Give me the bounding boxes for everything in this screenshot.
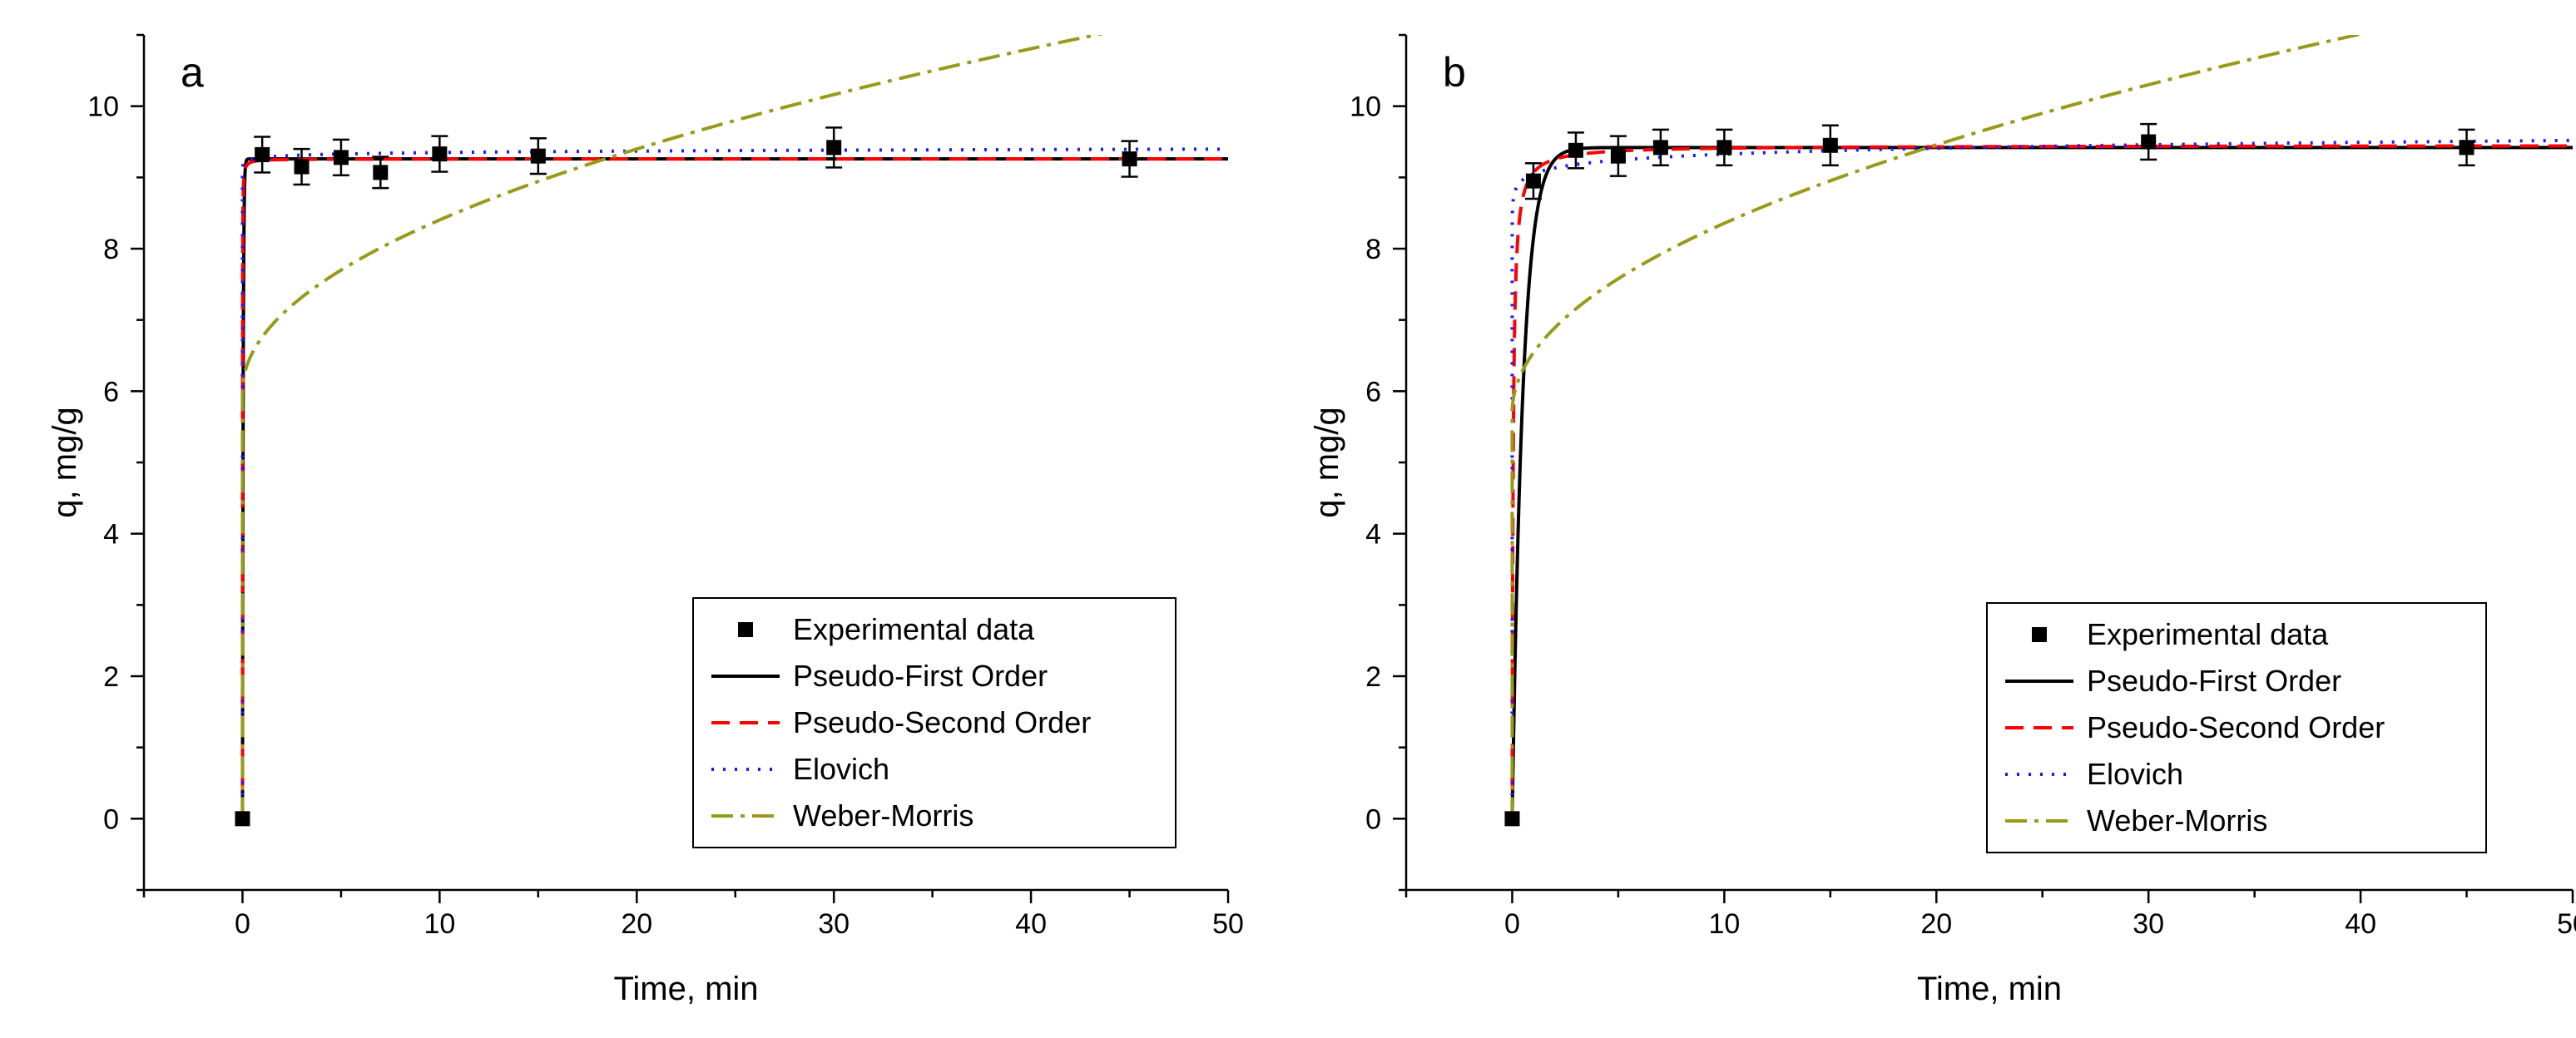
y-tick-label: 10 bbox=[1350, 91, 1381, 123]
series-line-weber-morris bbox=[240, 35, 1104, 819]
y-tick-label: 2 bbox=[103, 661, 119, 693]
legend-label: Pseudo-Second Order bbox=[793, 705, 1091, 739]
legend-label: Experimental data bbox=[793, 612, 1035, 646]
y-tick-label: 8 bbox=[103, 234, 119, 265]
data-point bbox=[1822, 137, 1838, 153]
x-axis-title: Time, min bbox=[613, 971, 758, 1007]
y-tick-label: 0 bbox=[1365, 803, 1381, 835]
chart-panel-b: 0 10 20 30 40 50 0 2 4 6 8 10 Time, min q, mg/g b Exper… bbox=[1309, 33, 2576, 1007]
data-point bbox=[1525, 173, 1541, 189]
legend-label: Pseudo-Second Order bbox=[2087, 710, 2385, 744]
y-tick-label: 2 bbox=[1365, 661, 1381, 693]
legend-label: Pseudo-First Order bbox=[793, 659, 1048, 693]
x-axis-title: Time, min bbox=[1917, 971, 2062, 1007]
data-point bbox=[826, 140, 842, 156]
y-tick-label: 6 bbox=[103, 376, 119, 408]
legend: Experimental data Pseudo-First Order Pseud… bbox=[1986, 602, 2487, 853]
legend-label: Elovich bbox=[793, 752, 889, 786]
data-point bbox=[2141, 134, 2157, 150]
data-point bbox=[235, 811, 250, 827]
y-tick-label: 6 bbox=[1365, 376, 1381, 408]
x-tick-label: 10 bbox=[424, 908, 455, 940]
x-tick-label: 20 bbox=[1920, 908, 1952, 940]
data-point bbox=[2459, 140, 2474, 156]
series-line-weber-morris bbox=[1510, 35, 2365, 819]
x-tick-label: 0 bbox=[235, 908, 250, 940]
data-point bbox=[333, 150, 349, 166]
y-axis-title: q, mg/g bbox=[47, 407, 83, 517]
legend-label: Elovich bbox=[2087, 757, 2183, 791]
legend-marker bbox=[738, 622, 753, 637]
y-tick-label: 0 bbox=[103, 803, 119, 835]
series-line-pseudo-second-order bbox=[240, 157, 1228, 819]
y-tick-label: 4 bbox=[1365, 519, 1381, 551]
data-point bbox=[1652, 140, 1668, 156]
x-tick-label: 30 bbox=[2133, 908, 2164, 940]
x-tick-label: 10 bbox=[1708, 908, 1740, 940]
series-line-pseudo-second-order bbox=[1510, 144, 2573, 819]
data-point bbox=[432, 146, 448, 162]
legend-label: Weber-Morris bbox=[2087, 803, 2267, 838]
y-tick-label: 4 bbox=[103, 519, 119, 551]
x-tick-label: 40 bbox=[1015, 908, 1047, 940]
data-point bbox=[530, 148, 546, 164]
data-point bbox=[294, 159, 310, 175]
x-tick-label: 20 bbox=[621, 908, 652, 940]
y-tick-label: 8 bbox=[1365, 234, 1381, 265]
panel-label: a bbox=[181, 49, 204, 96]
data-point bbox=[255, 146, 270, 162]
x-tick-label: 40 bbox=[2345, 908, 2376, 940]
y-tick-label: 10 bbox=[87, 91, 119, 123]
legend-label: Experimental data bbox=[2087, 617, 2329, 651]
legend-label: Pseudo-First Order bbox=[2087, 664, 2341, 698]
data-point bbox=[1717, 140, 1732, 156]
legend-label: Weber-Morris bbox=[793, 798, 973, 833]
data-point bbox=[1610, 148, 1626, 164]
chart-panel-a: 0 10 20 30 40 50 0 2 4 6 8 10 Time, min q, mg/g a Exper… bbox=[47, 33, 1244, 1007]
data-point bbox=[1504, 811, 1520, 827]
x-tick-label: 30 bbox=[818, 908, 850, 940]
x-tick-label: 50 bbox=[2557, 908, 2576, 940]
data-point bbox=[373, 165, 389, 180]
panel-label: b bbox=[1443, 49, 1466, 96]
legend: Experimental data Pseudo-First Order Pseud… bbox=[692, 597, 1177, 848]
x-tick-label: 50 bbox=[1212, 908, 1244, 940]
y-axis-title: q, mg/g bbox=[1309, 407, 1345, 517]
legend-marker bbox=[2032, 627, 2047, 642]
data-point bbox=[1122, 151, 1137, 167]
x-tick-label: 0 bbox=[1504, 908, 1520, 940]
data-point bbox=[1568, 142, 1583, 158]
